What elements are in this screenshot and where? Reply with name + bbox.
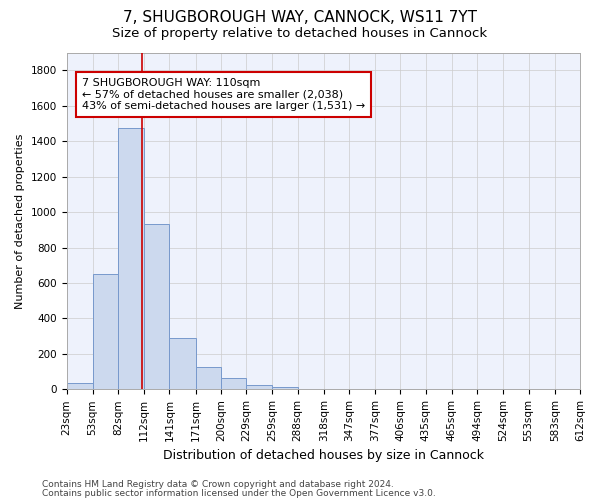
Bar <box>144 224 169 390</box>
Text: Size of property relative to detached houses in Cannock: Size of property relative to detached ho… <box>112 28 488 40</box>
Bar <box>118 128 144 390</box>
Bar <box>272 386 298 390</box>
Bar <box>169 338 196 390</box>
X-axis label: Distribution of detached houses by size in Cannock: Distribution of detached houses by size … <box>163 450 484 462</box>
Y-axis label: Number of detached properties: Number of detached properties <box>15 133 25 308</box>
Bar <box>196 367 221 390</box>
Bar <box>221 378 246 390</box>
Text: Contains HM Land Registry data © Crown copyright and database right 2024.: Contains HM Land Registry data © Crown c… <box>42 480 394 489</box>
Text: 7 SHUGBOROUGH WAY: 110sqm
← 57% of detached houses are smaller (2,038)
43% of se: 7 SHUGBOROUGH WAY: 110sqm ← 57% of detac… <box>82 78 365 111</box>
Bar <box>246 386 272 390</box>
Text: Contains public sector information licensed under the Open Government Licence v3: Contains public sector information licen… <box>42 488 436 498</box>
Bar <box>67 382 92 390</box>
Bar <box>92 274 118 390</box>
Text: 7, SHUGBOROUGH WAY, CANNOCK, WS11 7YT: 7, SHUGBOROUGH WAY, CANNOCK, WS11 7YT <box>123 10 477 25</box>
